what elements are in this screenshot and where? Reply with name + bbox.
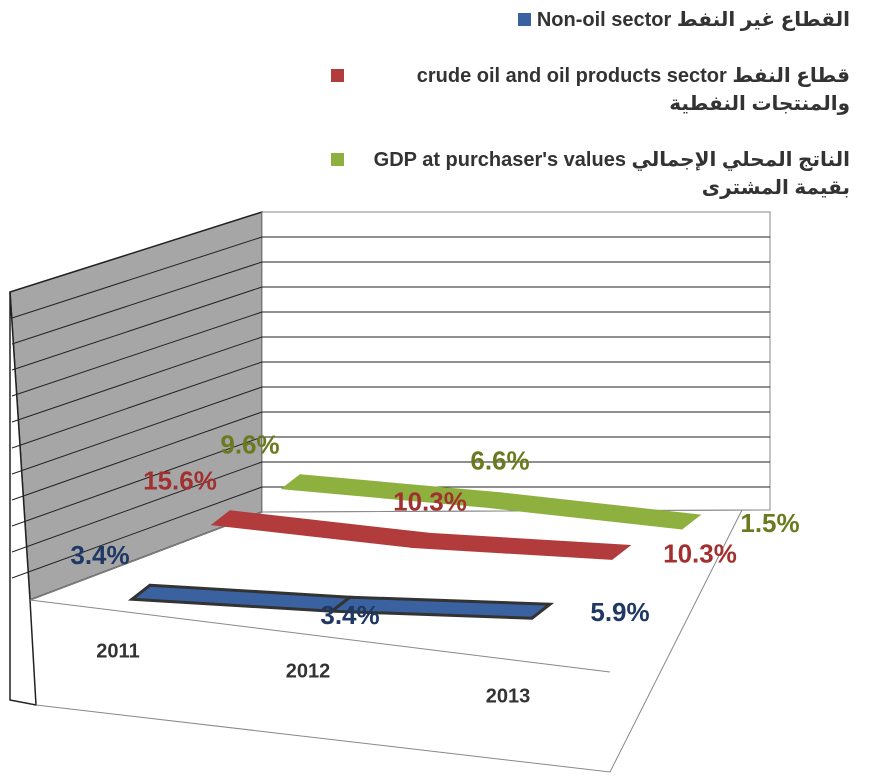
ribbon-segment <box>410 532 632 560</box>
x-tick-label: 2012 <box>286 660 331 682</box>
value-label: 15.6% <box>143 466 217 496</box>
legend-label: Non-oil sector القطاع غير النفط <box>536 9 850 31</box>
legend-swatch <box>517 13 531 26</box>
value-label: 6.6% <box>470 446 529 476</box>
grid-line <box>11 311 263 397</box>
wall-grid <box>11 236 770 579</box>
value-label: 10.3% <box>663 538 737 568</box>
grid-line <box>11 461 263 553</box>
floor-front <box>35 509 743 773</box>
ribbon-segment <box>480 492 702 530</box>
legend-swatch <box>331 69 344 82</box>
grid-line <box>11 361 263 449</box>
grid-line <box>11 286 263 371</box>
legend-entry: GDP at purchaser's values الناتج المحلي … <box>320 146 850 202</box>
grid-line <box>11 436 263 527</box>
value-label: 3.4% <box>320 600 379 630</box>
legend-entry: crude oil and oil products sector قطاع ا… <box>320 62 850 118</box>
floor-line <box>29 599 611 673</box>
side-wall <box>9 210 263 602</box>
legend: Non-oil sector القطاع غير النفط crude oil… <box>320 6 850 230</box>
grid-line <box>11 236 263 319</box>
legend-label: GDP at purchaser's values الناتج المحلي … <box>373 149 850 199</box>
grid-line <box>11 386 263 475</box>
plot: 9.6% 6.6% 1.5% 15.6% 10.3% 10.3% 3.4% 3.4% 5.9% 2… <box>70 430 799 708</box>
legend-swatch <box>331 153 344 166</box>
x-tick-label: 2011 <box>96 640 139 662</box>
grid-line <box>11 261 263 345</box>
value-label: 5.9% <box>590 597 649 627</box>
x-tick-label: 2013 <box>486 685 531 707</box>
value-label: 3.4% <box>70 540 129 570</box>
grid-line <box>11 336 263 423</box>
legend-entry: Non-oil sector القطاع غير النفط <box>320 6 850 34</box>
grid-line <box>11 486 263 579</box>
grid-line <box>11 411 263 501</box>
ribbon-segment <box>210 510 432 548</box>
legend-label: crude oil and oil products sector قطاع ا… <box>416 65 850 115</box>
value-label: 1.5% <box>740 508 799 538</box>
ribbon-segment <box>127 583 355 613</box>
ribbon-segment <box>327 595 555 620</box>
value-label: 9.6% <box>220 430 279 460</box>
value-label: 10.3% <box>393 486 467 516</box>
